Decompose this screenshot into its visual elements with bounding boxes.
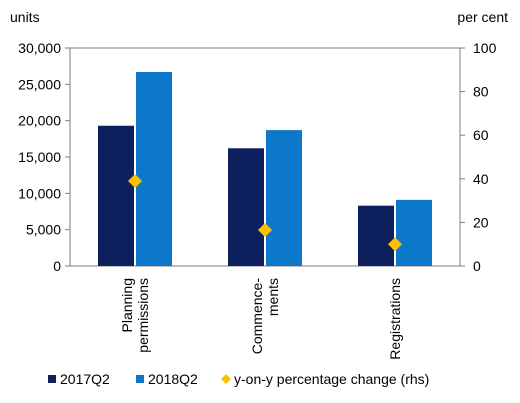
rhs-marker [128, 173, 142, 188]
right-tick-label: 40 [473, 171, 489, 187]
category-label: Registrations [387, 278, 403, 360]
category-labels: Planning permissions Commence-ments Registr… [119, 278, 403, 360]
legend-yoy-change-label: y-on-y percentage change (rhs) [234, 371, 429, 387]
rhs-marker [258, 223, 272, 238]
legend-yoy-change-swatch [221, 374, 231, 384]
category-label: Commence- [249, 278, 265, 355]
bar-2017q2 [228, 148, 264, 266]
category-label: ments [265, 278, 281, 316]
right-tick-label: 20 [473, 214, 489, 230]
legend-2018q2-swatch [136, 375, 144, 383]
legend-2017q2-swatch [48, 375, 56, 383]
category-label: permissions [135, 278, 151, 353]
left-tick-label: 5,000 [26, 222, 61, 238]
rhs-markers [128, 173, 402, 252]
right-axis-unit: per cent [457, 9, 508, 25]
left-tick-label: 15,000 [18, 149, 61, 165]
left-tick-label: 20,000 [18, 113, 61, 129]
bars [98, 71, 432, 267]
left-axis-ticks: 0 5,000 10,000 15,000 20,000 25,000 30,000 [18, 40, 70, 274]
left-tick-label: 25,000 [18, 76, 61, 92]
bar-2018q2 [136, 71, 172, 266]
right-tick-label: 0 [473, 258, 481, 274]
left-axis-unit: units [10, 9, 40, 25]
legend: 2017Q2 2018Q2 y-on-y percentage change (rh… [48, 371, 429, 387]
left-tick-label: 10,000 [18, 185, 61, 201]
legend-2017q2-label: 2017Q2 [60, 371, 110, 387]
right-tick-label: 80 [473, 84, 489, 100]
bar-2017q2 [98, 125, 134, 267]
bar-2018q2 [396, 199, 432, 266]
left-tick-label: 0 [53, 258, 61, 274]
bar-2017q2 [358, 205, 394, 266]
legend-2018q2-label: 2018Q2 [148, 371, 198, 387]
right-axis-ticks: 0 20 40 60 80 100 [460, 40, 497, 274]
category-label: Planning [119, 278, 135, 333]
right-tick-label: 60 [473, 127, 489, 143]
rhs-marker [388, 237, 402, 252]
left-tick-label: 30,000 [18, 40, 61, 56]
bar-2018q2 [266, 130, 302, 266]
right-tick-label: 100 [473, 40, 497, 56]
